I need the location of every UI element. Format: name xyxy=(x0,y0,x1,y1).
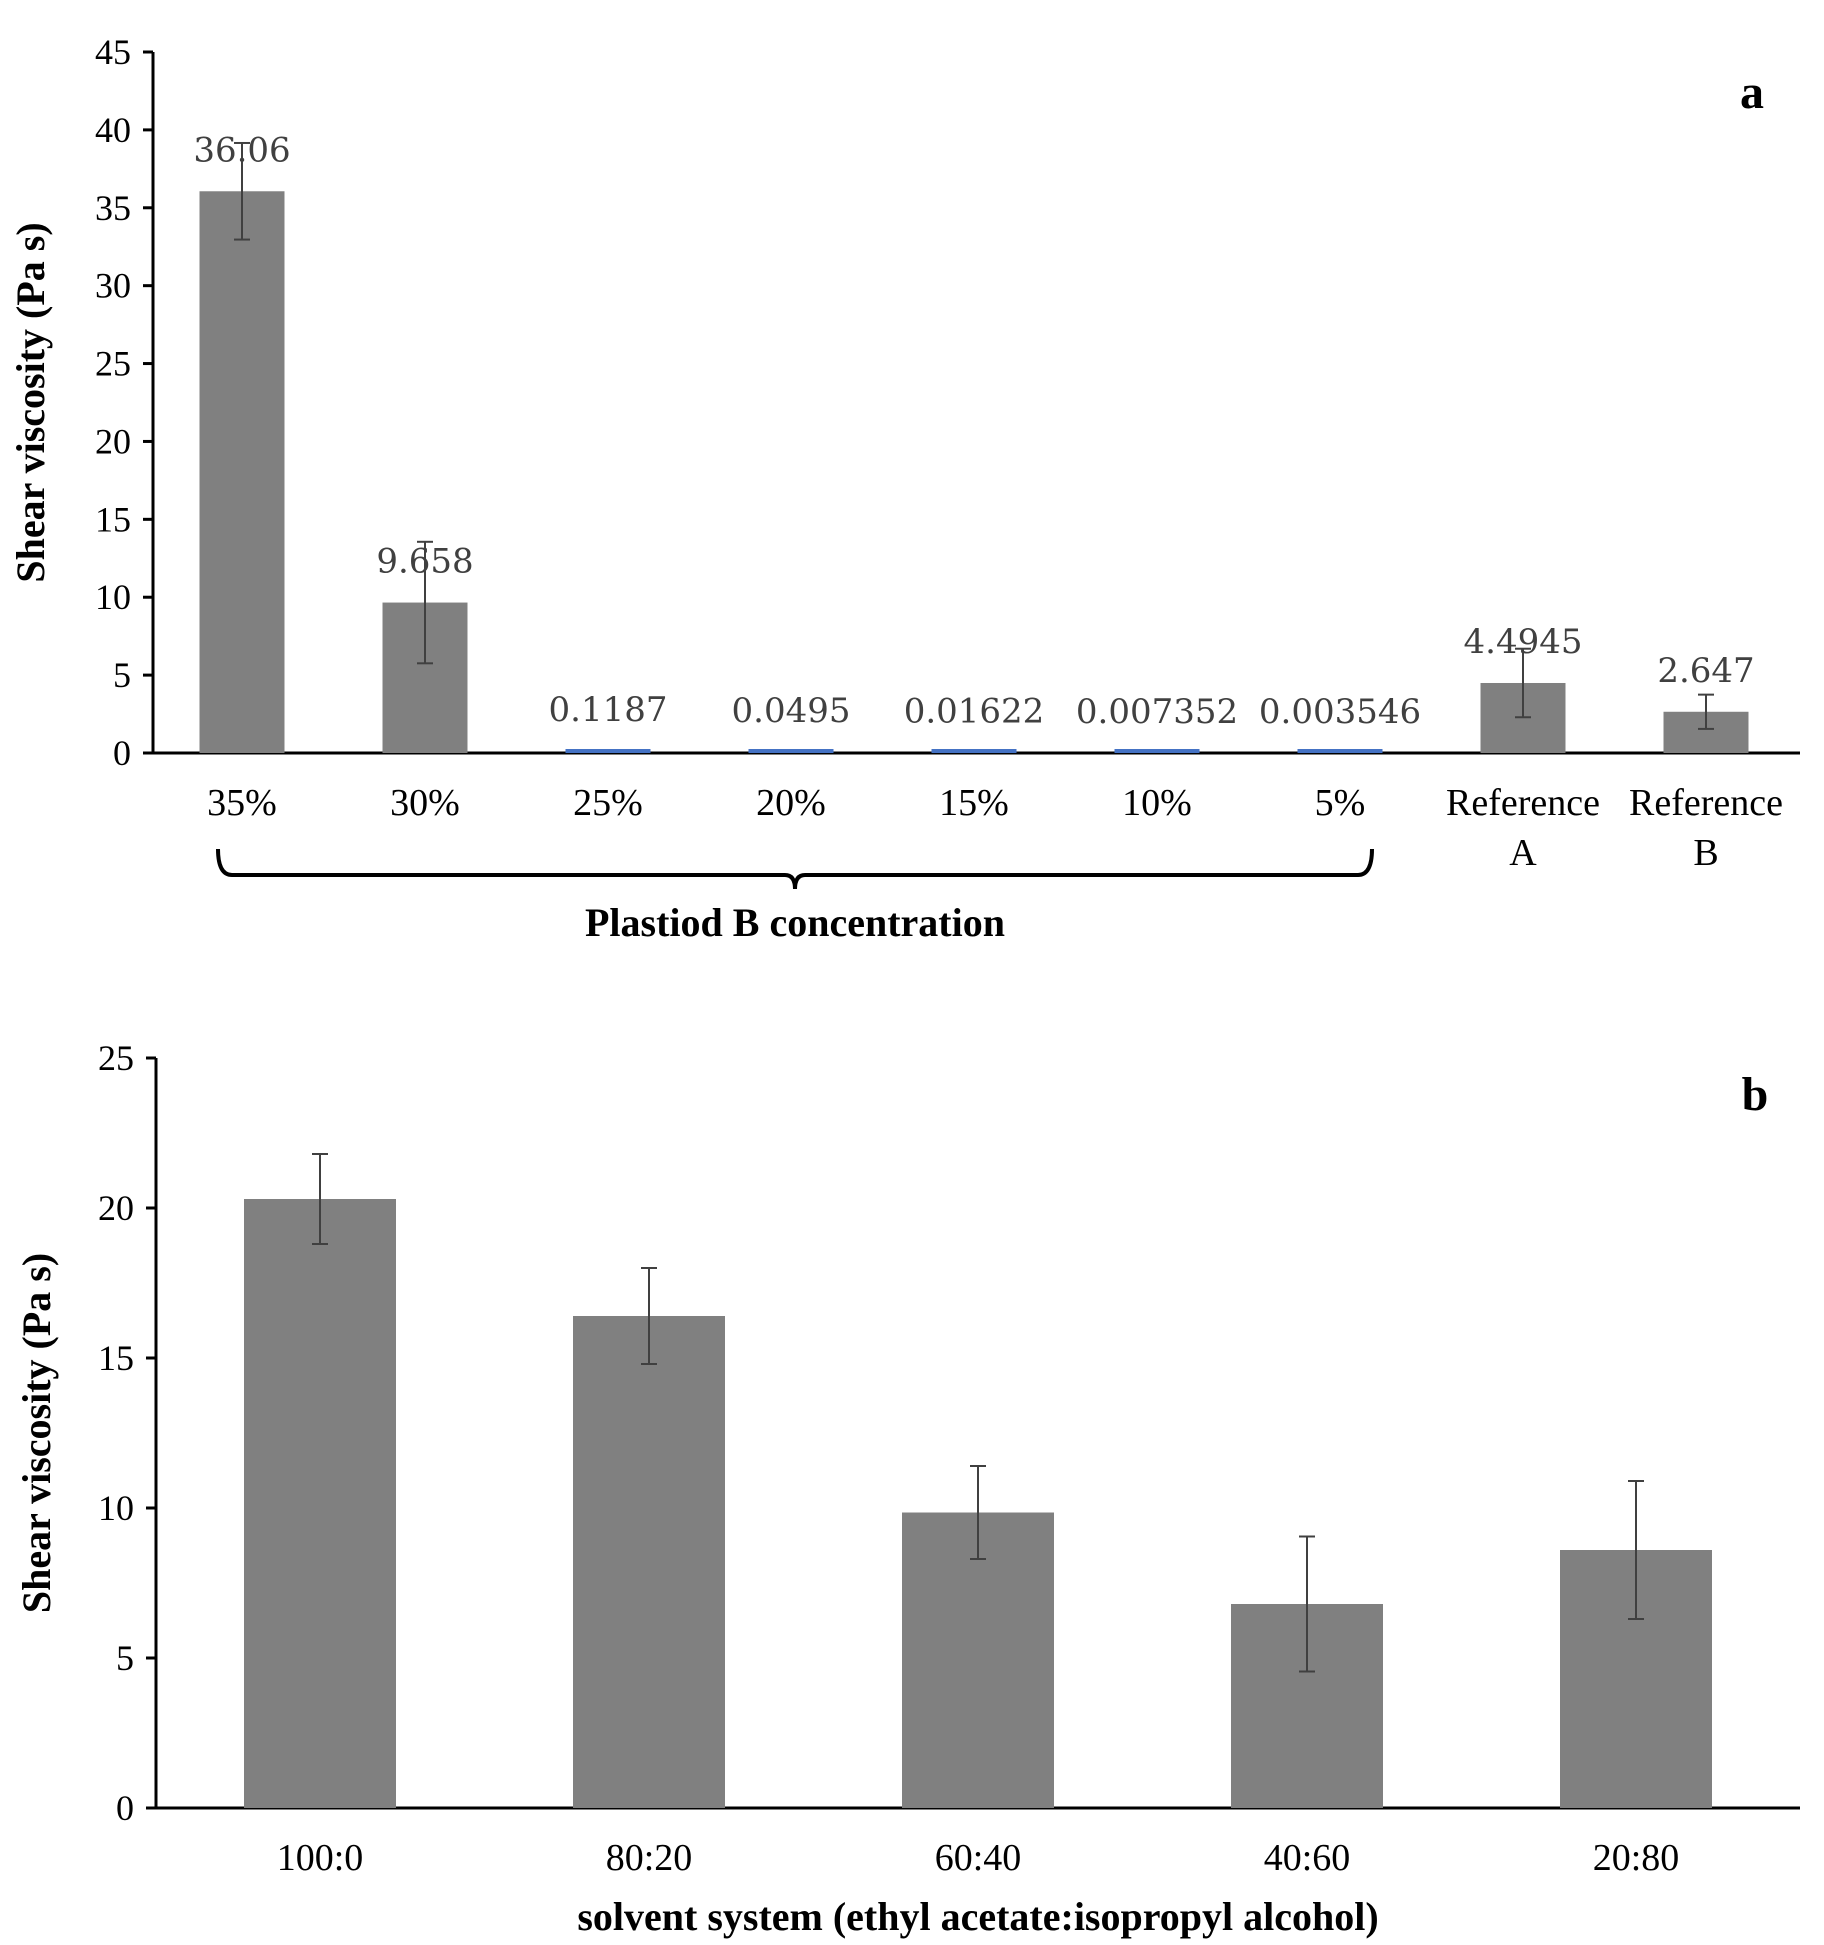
bar xyxy=(1114,749,1200,753)
x-tick-label: 35% xyxy=(207,782,277,824)
y-tick-label: 5 xyxy=(113,655,131,695)
y-axis-title: Shear viscosity (Pa s) xyxy=(8,222,53,582)
x-tick-label: A xyxy=(1509,832,1537,874)
data-label: 0.01622 xyxy=(904,692,1045,732)
bar xyxy=(199,191,285,754)
panel-label: a xyxy=(1740,66,1764,119)
y-tick-label: 25 xyxy=(95,344,131,384)
data-label: 0.0495 xyxy=(732,691,851,731)
y-tick-label: 10 xyxy=(95,577,131,617)
x-tick-label: 80:20 xyxy=(606,1837,693,1879)
y-tick-label: 20 xyxy=(95,421,131,461)
bar xyxy=(1297,749,1383,753)
y-tick-label: 35 xyxy=(95,188,131,228)
panel-label: b xyxy=(1742,1068,1769,1121)
y-tick-label: 15 xyxy=(95,499,131,539)
data-label: 4.4945 xyxy=(1464,622,1583,662)
x-tick-label: Reference xyxy=(1446,782,1600,824)
x-tick-label: 60:40 xyxy=(935,1837,1022,1879)
x-tick-label: 5% xyxy=(1315,782,1366,824)
y-tick-label: 10 xyxy=(98,1488,134,1528)
y-tick-label: 0 xyxy=(116,1788,134,1828)
x-tick-label: 100:0 xyxy=(277,1837,364,1879)
data-label: 0.007352 xyxy=(1076,692,1238,732)
y-tick-label: 5 xyxy=(116,1638,134,1678)
bar xyxy=(573,1316,725,1808)
bar xyxy=(931,749,1017,753)
panel-b-chart: 0 5 10 15 20 25 Shear viscosity (Pa s) b 100:0 80… xyxy=(14,1038,1800,1939)
y-tick-label: 40 xyxy=(95,110,131,150)
data-label: 0.003546 xyxy=(1259,692,1421,732)
x-tick-label: 10% xyxy=(1122,782,1192,824)
data-label: 0.1187 xyxy=(549,690,668,730)
data-label: 36.06 xyxy=(193,130,290,170)
bar xyxy=(902,1512,1054,1808)
x-tick-label: 20:80 xyxy=(1593,1837,1680,1879)
x-tick-label: 40:60 xyxy=(1264,1837,1351,1879)
panel-a-chart: 0 5 10 15 20 25 30 35 40 45 Shear viscosity (Pa s)… xyxy=(8,32,1800,945)
y-tick-label: 0 xyxy=(113,733,131,773)
x-tick-label: 20% xyxy=(756,782,826,824)
y-axis-title: Shear viscosity (Pa s) xyxy=(14,1253,59,1613)
group-bracket xyxy=(216,848,1374,890)
bar xyxy=(244,1199,396,1808)
y-tick-label: 15 xyxy=(98,1338,134,1378)
x-axis-title: solvent system (ethyl acetate:isopropyl … xyxy=(577,1894,1378,1939)
x-tick-label: 15% xyxy=(939,782,1009,824)
x-tick-label: 25% xyxy=(573,782,643,824)
bar xyxy=(748,749,834,753)
bar xyxy=(565,749,651,753)
x-tick-label: 30% xyxy=(390,782,460,824)
data-label: 2.647 xyxy=(1657,651,1754,691)
group-bracket-label: Plastiod B concentration xyxy=(585,900,1005,945)
data-label: 9.658 xyxy=(376,542,473,582)
y-tick-label: 30 xyxy=(95,266,131,306)
x-tick-label: B xyxy=(1693,832,1718,874)
y-tick-label: 45 xyxy=(95,32,131,72)
y-tick-label: 25 xyxy=(98,1038,134,1078)
y-tick-label: 20 xyxy=(98,1188,134,1228)
x-tick-label: Reference xyxy=(1629,782,1783,824)
